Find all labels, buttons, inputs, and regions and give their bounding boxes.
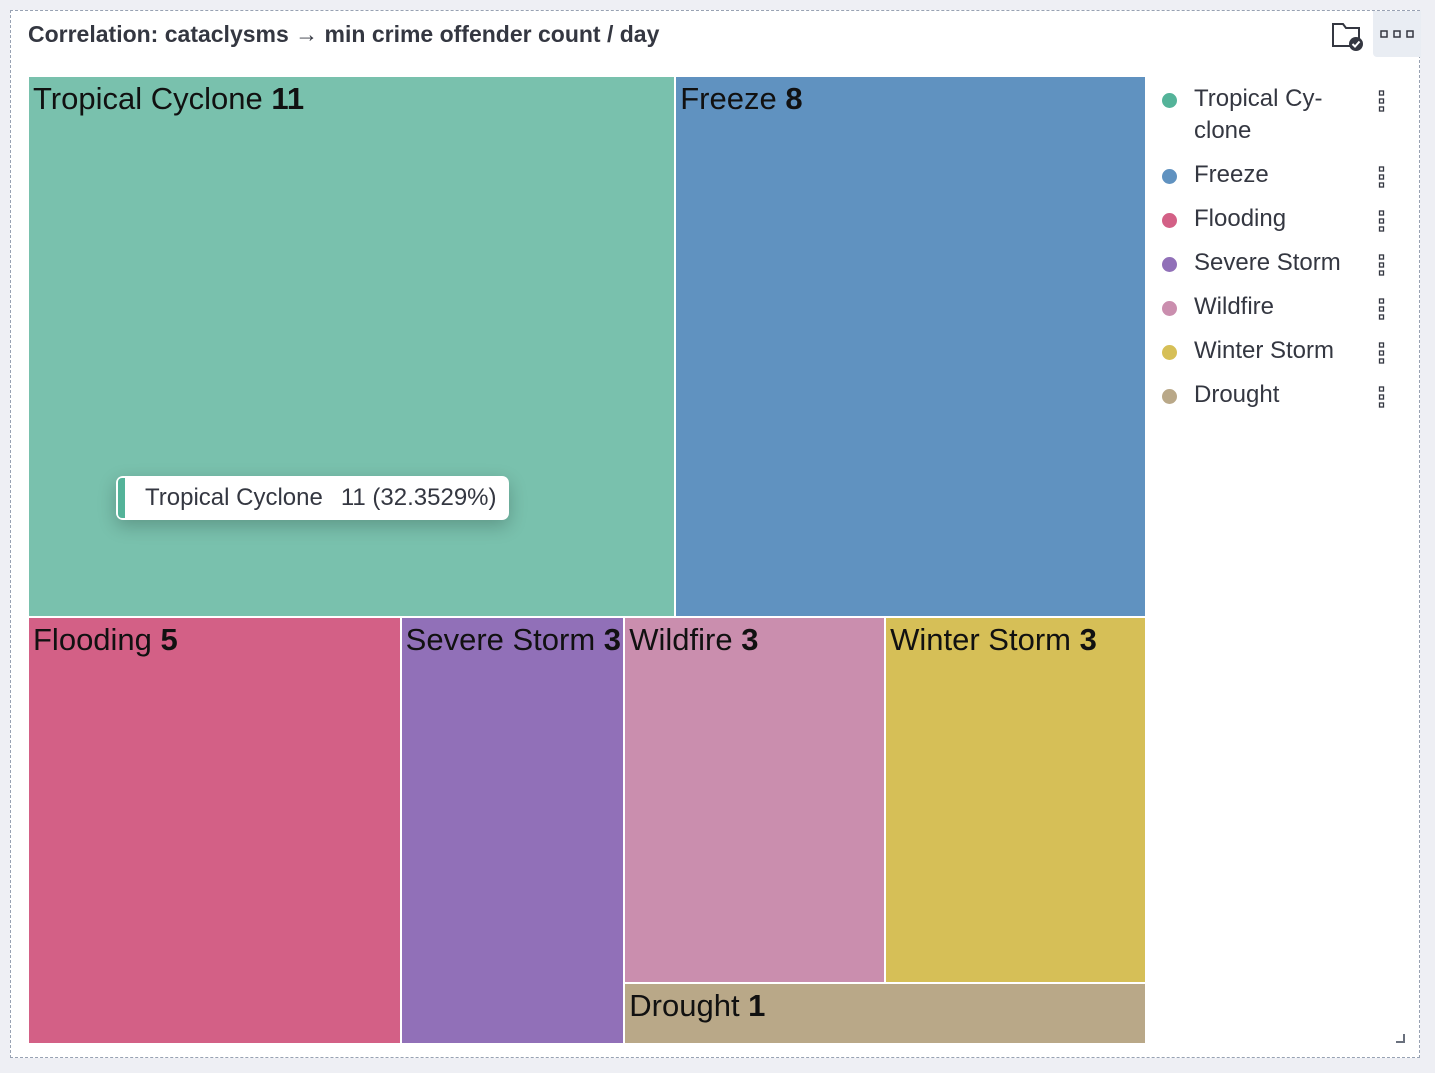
treemap-cell-wildfire[interactable]: Wildfire 3 bbox=[624, 616, 886, 983]
tooltip-label: Tropical Cyclone bbox=[145, 484, 323, 511]
cell-name: Drought bbox=[629, 987, 749, 1023]
legend-color-dot bbox=[1162, 301, 1177, 316]
vertical-dots-icon[interactable] bbox=[1378, 297, 1386, 321]
treemap-cell-drought[interactable]: Drought 1 bbox=[624, 982, 1146, 1044]
cell-value: 11 bbox=[271, 81, 305, 116]
cell-name: Freeze bbox=[680, 81, 786, 116]
legend-color-dot bbox=[1162, 345, 1177, 360]
legend-color-dot bbox=[1162, 93, 1177, 108]
legend-color-dot bbox=[1162, 389, 1177, 404]
resize-handle-icon[interactable] bbox=[1395, 1033, 1405, 1043]
panel-options-button[interactable] bbox=[1373, 11, 1421, 57]
folder-check-icon[interactable] bbox=[1331, 20, 1365, 52]
tooltip-value: 11 (32.3529%) bbox=[340, 484, 497, 511]
legend-color-dot bbox=[1162, 257, 1177, 272]
cell-name: Wildfire bbox=[629, 621, 742, 657]
cell-value: 3 bbox=[603, 621, 622, 657]
vertical-dots-icon[interactable] bbox=[1378, 209, 1386, 233]
cell-name: Winter Storm bbox=[890, 621, 1080, 657]
legend-item-label: Winter Storm bbox=[1194, 337, 1335, 364]
cell-name: Tropical Cyclone bbox=[33, 81, 272, 116]
treemap-cell-severe-storm[interactable]: Severe Storm 3 bbox=[400, 616, 625, 1044]
visualization-panel: Correlation: cataclysms → min crime offe… bbox=[10, 10, 1421, 1058]
legend-item-winter-storm[interactable]: Winter Storm bbox=[1159, 335, 1385, 367]
legend-item-freeze[interactable]: Freeze bbox=[1159, 159, 1385, 191]
cell-name: Severe Storm bbox=[405, 621, 604, 657]
cell-value: 3 bbox=[741, 621, 759, 657]
legend-item-label: Severe Storm bbox=[1194, 249, 1341, 276]
treemap-cell-label: Wildfire 3 bbox=[629, 623, 758, 656]
chart-tooltip: Tropical Cyclone 11 (32.3529%) bbox=[116, 476, 509, 520]
treemap-cell-label: Freeze 8 bbox=[680, 82, 802, 115]
more-horizontal-icon bbox=[1380, 30, 1414, 38]
treemap-cell-label: Flooding 5 bbox=[33, 623, 178, 656]
legend-item-severe-storm[interactable]: Severe Storm bbox=[1159, 247, 1385, 279]
cell-value: 1 bbox=[748, 987, 766, 1023]
treemap-cell-label: Winter Storm 3 bbox=[890, 623, 1097, 656]
vertical-dots-icon[interactable] bbox=[1378, 341, 1386, 365]
tooltip-swatch bbox=[118, 478, 125, 518]
legend-item-label: Drought bbox=[1194, 381, 1280, 408]
vertical-dots-icon[interactable] bbox=[1378, 89, 1386, 113]
legend-item-flooding[interactable]: Flooding bbox=[1159, 203, 1385, 235]
legend-item-drought[interactable]: Drought bbox=[1159, 379, 1385, 411]
treemap-cell-label: Tropical Cyclone 11 bbox=[33, 82, 304, 115]
legend-item-tropical-cy-clone[interactable]: Tropical Cy-clone bbox=[1159, 83, 1385, 147]
legend-color-dot bbox=[1162, 213, 1177, 228]
legend-item-label: Tropical Cy-clone bbox=[1194, 85, 1323, 144]
treemap-cell-winter-storm[interactable]: Winter Storm 3 bbox=[885, 616, 1146, 983]
legend-color-dot bbox=[1162, 169, 1177, 184]
treemap-cell-label: Severe Storm 3 bbox=[406, 623, 621, 656]
chart-legend: Tropical Cy-clone Freeze Flooding Severe St… bbox=[1159, 83, 1404, 423]
vertical-dots-icon[interactable] bbox=[1378, 165, 1386, 189]
cell-name: Flooding bbox=[33, 621, 161, 657]
treemap-cell-freeze[interactable]: Freeze 8 bbox=[675, 76, 1146, 617]
treemap-chart: Tropical Cyclone 11 Freeze 8 Flooding 5 Sev… bbox=[28, 76, 1146, 1044]
treemap-cell-label: Drought 1 bbox=[629, 989, 765, 1022]
legend-item-wildfire[interactable]: Wildfire bbox=[1159, 291, 1385, 323]
cell-value: 3 bbox=[1079, 621, 1097, 657]
legend-item-label: Wildfire bbox=[1194, 293, 1275, 320]
panel-title: Correlation: cataclysms → min crime offe… bbox=[28, 21, 660, 47]
cell-value: 5 bbox=[160, 621, 178, 657]
treemap-cell-tropical-cyclone[interactable]: Tropical Cyclone 11 bbox=[28, 76, 676, 617]
vertical-dots-icon[interactable] bbox=[1378, 385, 1386, 409]
legend-item-label: Flooding bbox=[1194, 205, 1287, 232]
treemap-cell-flooding[interactable]: Flooding 5 bbox=[28, 616, 401, 1044]
vertical-dots-icon[interactable] bbox=[1378, 253, 1386, 277]
cell-value: 8 bbox=[785, 81, 803, 116]
legend-item-label: Freeze bbox=[1194, 161, 1269, 188]
